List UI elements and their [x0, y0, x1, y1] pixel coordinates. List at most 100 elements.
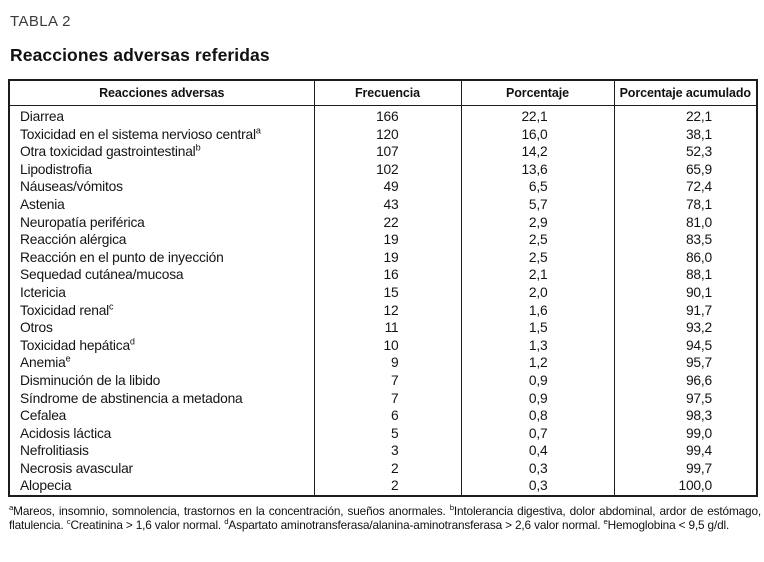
- percentage-value: 0,7: [460, 424, 615, 443]
- reaction-name: Anemiae: [8, 354, 315, 372]
- reaction-name: Ictericia: [8, 283, 315, 302]
- table-row: Toxicidad renalc 12 1,6 91,7: [8, 301, 758, 320]
- cumulative-percentage-value: 90,1: [613, 283, 758, 302]
- cumulative-percentage-value: 93,2: [613, 319, 758, 337]
- cumulative-percentage-value: 83,5: [613, 231, 758, 249]
- table-row: Otros 11 1,5 93,2: [8, 319, 758, 337]
- reaction-name: Reacción en el punto de inyección: [8, 248, 315, 267]
- table-body: Diarrea 166 22,1 22,1 Toxicidad en el sistem…: [8, 105, 758, 497]
- footnote-marker: c: [66, 516, 71, 526]
- table-row: Alopecia 2 0,3 100,0: [8, 477, 758, 497]
- header-row: Reacciones adversas Frecuencia Porcentaj…: [8, 79, 758, 106]
- table-row: Toxicidad en el sistema nervioso central…: [8, 125, 758, 144]
- col-header-porcentaje: Porcentaje: [460, 79, 615, 106]
- reaction-name: Disminución de la libido: [8, 371, 315, 390]
- frequency-value: 3: [313, 442, 462, 460]
- percentage-value: 0,9: [460, 371, 615, 390]
- table-row: Disminución de la libido 7 0,9 96,6: [8, 371, 758, 390]
- table-row: Otra toxicidad gastrointestinalb 107 14,2 5…: [8, 143, 758, 161]
- table-row: Sequedad cutánea/mucosa 16 2,1 88,1: [8, 266, 758, 284]
- cumulative-percentage-value: 72,4: [613, 178, 758, 196]
- percentage-value: 2,5: [460, 248, 615, 267]
- percentage-value: 1,5: [460, 319, 615, 337]
- col-header-reacciones-adversas: Reacciones adversas: [8, 79, 315, 106]
- percentage-value: 2,9: [460, 213, 615, 232]
- footnote-marker: b: [449, 503, 454, 513]
- footnote-marker: d: [224, 516, 229, 526]
- cumulative-percentage-value: 96,6: [613, 371, 758, 390]
- cumulative-percentage-value: 38,1: [613, 125, 758, 144]
- adverse-reactions-table: Reacciones adversas Frecuencia Porcentaj…: [8, 79, 758, 498]
- table-row: Diarrea 166 22,1 22,1: [8, 105, 758, 126]
- frequency-value: 11: [313, 319, 462, 337]
- footnote-marker: b: [195, 143, 201, 153]
- reaction-name: Cefalea: [8, 407, 315, 425]
- table-header: Reacciones adversas Frecuencia Porcentaj…: [8, 79, 758, 106]
- table-row: Acidosis láctica 5 0,7 99,0: [8, 424, 758, 443]
- footnote-marker: c: [109, 301, 114, 311]
- table-row: Náuseas/vómitos 49 6,5 72,4: [8, 178, 758, 196]
- table-row: Anemiae 9 1,2 95,7: [8, 354, 758, 372]
- percentage-value: 0,8: [460, 407, 615, 425]
- reaction-name: Reacción alérgica: [8, 231, 315, 249]
- percentage-value: 0,4: [460, 442, 615, 460]
- cumulative-percentage-value: 99,7: [613, 459, 758, 478]
- cumulative-percentage-value: 78,1: [613, 195, 758, 214]
- frequency-value: 2: [313, 459, 462, 478]
- col-header-frecuencia: Frecuencia: [313, 79, 462, 106]
- cumulative-percentage-value: 95,7: [613, 354, 758, 372]
- cumulative-percentage-value: 52,3: [613, 143, 758, 161]
- frequency-value: 7: [313, 389, 462, 408]
- reaction-name: Otra toxicidad gastrointestinalb: [8, 143, 315, 161]
- percentage-value: 0,3: [460, 459, 615, 478]
- percentage-value: 13,6: [460, 160, 615, 179]
- percentage-value: 1,6: [460, 301, 615, 320]
- frequency-value: 10: [313, 336, 462, 355]
- cumulative-percentage-value: 94,5: [613, 336, 758, 355]
- reaction-name: Toxicidad hepáticad: [8, 336, 315, 355]
- cumulative-percentage-value: 22,1: [613, 105, 758, 126]
- reaction-name: Otros: [8, 319, 315, 337]
- frequency-value: 16: [313, 266, 462, 284]
- frequency-value: 2: [313, 477, 462, 497]
- frequency-value: 15: [313, 283, 462, 302]
- frequency-value: 102: [313, 160, 462, 179]
- table-row: Reacción en el punto de inyección 19 2,5 86…: [8, 248, 758, 267]
- table-row: Necrosis avascular 2 0,3 99,7: [8, 459, 758, 478]
- reaction-name: Sequedad cutánea/mucosa: [8, 266, 315, 284]
- percentage-value: 22,1: [460, 105, 615, 126]
- footnote-marker: d: [129, 336, 135, 347]
- reaction-name: Toxicidad renalc: [8, 301, 315, 320]
- frequency-value: 6: [313, 407, 462, 425]
- reaction-name: Náuseas/vómitos: [8, 178, 315, 196]
- frequency-value: 22: [313, 213, 462, 232]
- reaction-name: Toxicidad en el sistema nervioso central…: [8, 125, 315, 144]
- table-footnotes: aMareos, insomnio, somnolencia, trastorn…: [9, 503, 761, 532]
- table-row: Ictericia 15 2,0 90,1: [8, 283, 758, 302]
- table-row: Lipodistrofia 102 13,6 65,9: [8, 160, 758, 179]
- cumulative-percentage-value: 91,7: [613, 301, 758, 320]
- percentage-value: 2,0: [460, 283, 615, 302]
- frequency-value: 12: [313, 301, 462, 320]
- footnote-marker: e: [65, 354, 71, 364]
- percentage-value: 14,2: [460, 143, 615, 161]
- table-number-label: TABLA 2: [10, 13, 71, 30]
- reaction-name: Síndrome de abstinencia a metadona: [8, 389, 315, 408]
- cumulative-percentage-value: 97,5: [613, 389, 758, 408]
- frequency-value: 7: [313, 371, 462, 390]
- percentage-value: 5,7: [460, 195, 615, 214]
- reaction-name: Necrosis avascular: [8, 459, 315, 478]
- footnote-marker: e: [603, 516, 608, 526]
- percentage-value: 6,5: [460, 178, 615, 196]
- percentage-value: 1,3: [460, 336, 615, 355]
- cumulative-percentage-value: 86,0: [613, 248, 758, 267]
- reaction-name: Astenia: [8, 195, 315, 214]
- cumulative-percentage-value: 65,9: [613, 160, 758, 179]
- table-row: Astenia 43 5,7 78,1: [8, 195, 758, 214]
- footnote-marker: a: [255, 125, 261, 135]
- percentage-value: 2,1: [460, 266, 615, 284]
- table-title: Reacciones adversas referidas: [10, 45, 270, 65]
- percentage-value: 0,3: [460, 477, 615, 497]
- table-row: Nefrolitiasis 3 0,4 99,4: [8, 442, 758, 460]
